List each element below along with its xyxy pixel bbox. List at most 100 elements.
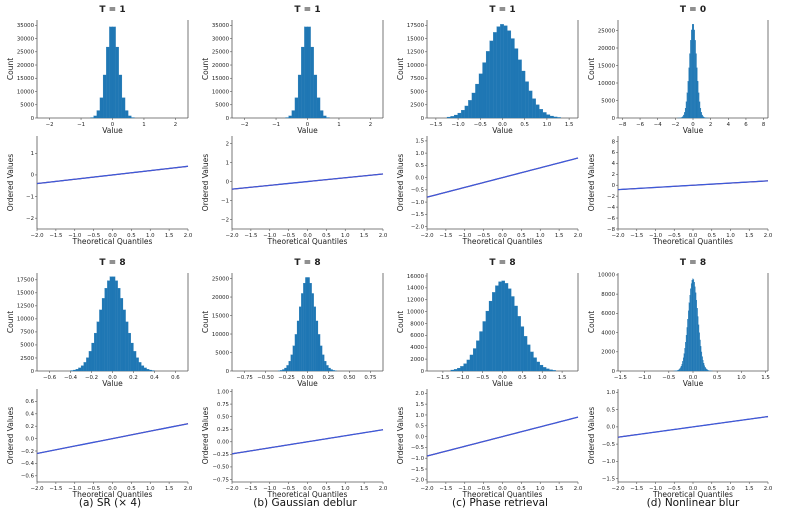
y-tick-label: −0.6 (21, 474, 35, 480)
panel-hist-a-T1: −2 −1 0 1 2 0 5000 10000 15000 20000 25000 30000 350… (6, 5, 189, 135)
histogram-bar (457, 112, 462, 119)
x-tick-label: 1.5 (565, 122, 574, 128)
y-tick-label: 8 (612, 139, 616, 145)
y-axis-label: Ordered Values (396, 154, 405, 212)
histogram-bar (501, 280, 505, 372)
x-tick-label: −1.0 (452, 122, 466, 128)
x-tick-label: 1.0 (726, 233, 735, 239)
x-axis-label: Theoretical Quantiles (652, 237, 733, 246)
y-axis-label: Count (201, 58, 210, 80)
histogram-bar (115, 46, 119, 119)
histogram-bar (536, 361, 540, 372)
histogram-bar (697, 316, 699, 372)
histogram-bar (692, 278, 694, 372)
histogram-bar (705, 368, 707, 372)
histogram-bar (682, 116, 684, 119)
y-tick-label: 17500 (17, 278, 35, 284)
panel-hist-c-T1: −1.5 −1.0 −0.5 0.0 0.5 1.0 1.5 0 2500 5000 7500 100… (396, 5, 579, 135)
x-tick-label: −4 (654, 122, 663, 128)
panel-title: T = 0 (680, 5, 706, 15)
y-tick-label: 0 (31, 369, 35, 375)
histogram-bar (286, 365, 289, 372)
x-tick-label: −8 (618, 122, 627, 128)
x-tick-label: 2.0 (764, 486, 773, 492)
histogram-bar (290, 354, 293, 372)
histogram-bar (307, 26, 311, 119)
histogram-bar (107, 280, 110, 372)
panel-qq-b-T1: −2.0 −1.5 −1.0 −0.5 0.0 0.5 1.0 1.5 2.0 −2 −1 0 1 2 Th… (201, 136, 388, 246)
histogram-bar (530, 351, 534, 372)
y-tick-label: −4 (607, 205, 616, 211)
histogram-bar (527, 344, 531, 372)
x-axis-label: Theoretical Quantiles (652, 490, 733, 499)
histogram-bar (683, 353, 685, 372)
histogram-bar (315, 320, 319, 372)
caption-nonlinear-blur: (d) Nonlinear blur (646, 497, 740, 509)
x-axis-label: Theoretical Quantiles (267, 237, 348, 246)
histogram-bar (464, 105, 469, 119)
histogram-bar (324, 361, 327, 372)
x-tick-label: −2.0 (420, 486, 434, 492)
y-tick-label: 0.0 (606, 425, 615, 431)
histogram-bar (149, 369, 152, 372)
y-tick-label: 20000 (212, 63, 230, 69)
y-tick-label: −1 (26, 194, 34, 200)
x-tick-label: 0.25 (322, 375, 334, 381)
histogram-bar (469, 354, 474, 372)
histogram-bar (507, 30, 512, 119)
histogram-bar (498, 281, 502, 372)
y-tick-label: −2 (607, 194, 615, 200)
histogram-bar (503, 25, 508, 119)
y-tick-label: 10000 (598, 81, 616, 87)
histogram-bar (307, 277, 310, 372)
histogram-bar (683, 114, 685, 119)
x-tick-label: −1.5 (436, 375, 449, 381)
x-tick-label: −2.0 (420, 233, 434, 239)
histogram-bar (553, 116, 558, 119)
panel-qq-b-T8: −2.0 −1.5 −1.0 −0.5 0.0 0.5 1.0 1.5 2.0 −0.75 −0.5… (201, 389, 388, 499)
x-tick-label: 2.0 (764, 233, 773, 239)
panel-qq-a-T1: −2.0 −1.5 −1.0 −0.5 0.0 0.5 1.0 1.5 2.0 −2 −1 0 1 The… (6, 136, 193, 246)
y-tick-label: 25000 (212, 276, 230, 282)
x-tick-label: −0.5 (87, 486, 100, 492)
histogram-bar (700, 346, 702, 372)
y-tick-label: 0 (31, 173, 35, 179)
y-axis-label: Count (396, 311, 405, 333)
x-axis-label: Theoretical Quantiles (462, 237, 543, 246)
histogram-bar (471, 92, 476, 119)
y-tick-label: 0.0 (415, 175, 424, 181)
y-axis-label: Count (6, 58, 15, 80)
y-tick-label: −0.2 (21, 449, 34, 455)
histogram-bar (681, 363, 683, 372)
x-tick-label: 2.0 (379, 233, 388, 239)
y-tick-label: 12500 (17, 304, 35, 310)
histogram-bar (500, 24, 504, 119)
histogram-bar (328, 367, 331, 372)
histogram-bar (128, 115, 132, 119)
histogram-bar (701, 351, 703, 372)
histogram-bar (684, 112, 686, 119)
x-tick-label: 0.00 (301, 375, 314, 381)
x-tick-label: 2.0 (184, 233, 193, 239)
histogram-bar (514, 48, 519, 119)
y-tick-label: 10000 (407, 309, 425, 315)
panel-qq-a-T8: −2.0 −1.5 −1.0 −0.5 0.0 0.5 1.0 1.5 2.0 −0.6 −0.4 −… (6, 389, 193, 499)
y-tick-label: 2000 (410, 357, 424, 363)
x-tick-label: 0.0 (689, 233, 698, 239)
histogram-bar (122, 309, 126, 372)
y-tick-label: 5000 (410, 89, 424, 95)
histogram-bar (296, 320, 300, 372)
histogram-bar (117, 288, 121, 372)
x-tick-label: −1.5 (49, 233, 62, 239)
y-tick-label: 25000 (17, 50, 35, 56)
y-tick-label: 15000 (212, 313, 230, 319)
histogram-bar (680, 366, 682, 372)
histogram-bar (686, 92, 688, 119)
histogram-bar (706, 369, 708, 372)
y-tick-label: 35000 (17, 23, 35, 29)
histogram-bar (504, 283, 509, 372)
x-tick-label: −1.5 (429, 122, 442, 128)
panel-hist-c-T8: −1.5 −1.0 −0.5 0.0 0.5 1.0 1.5 0 2000 4000 6000 800… (396, 258, 579, 388)
x-tick-label: 1.5 (165, 233, 174, 239)
histogram-bar (476, 340, 480, 372)
